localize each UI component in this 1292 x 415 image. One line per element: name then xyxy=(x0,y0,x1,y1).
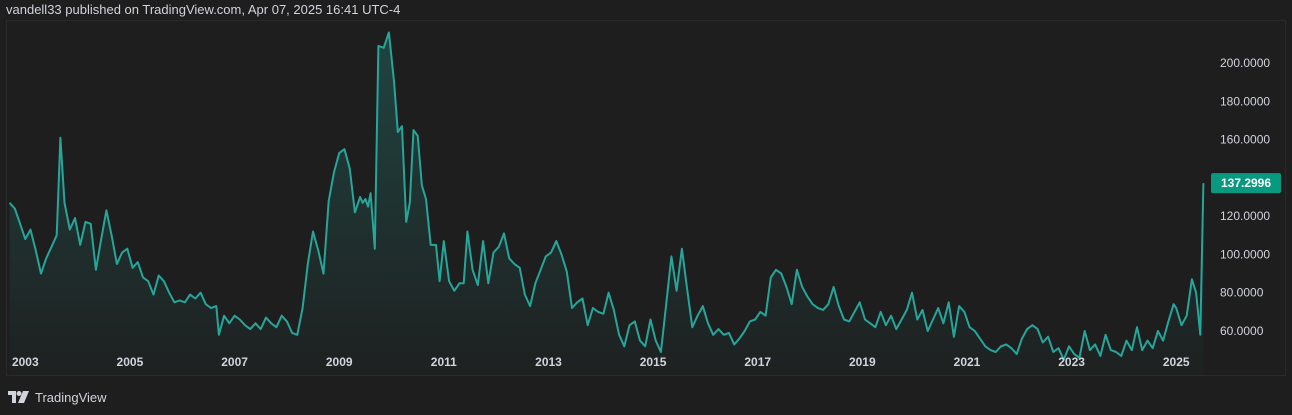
tradingview-logo-icon xyxy=(8,391,29,403)
y-tick-label: 200.0000 xyxy=(1220,56,1270,70)
footer-brand: TradingView xyxy=(35,389,107,405)
x-tick-label: 2019 xyxy=(849,355,876,369)
price-chart[interactable]: 60.000080.0000100.0000120.0000140.000016… xyxy=(7,21,1285,375)
publisher-caption: vandell33 published on TradingView.com, … xyxy=(6,2,401,17)
y-tick-label: 80.0000 xyxy=(1220,286,1264,300)
x-tick-label: 2023 xyxy=(1058,355,1085,369)
x-tick-label: 2015 xyxy=(640,355,667,369)
series-line xyxy=(8,31,1205,361)
chart-panel[interactable]: 60.000080.0000100.0000120.0000140.000016… xyxy=(6,20,1286,376)
series-area-fill xyxy=(9,32,1204,375)
y-tick-label: 120.0000 xyxy=(1220,209,1270,223)
y-tick-label: 160.0000 xyxy=(1220,133,1270,147)
x-tick-label: 2021 xyxy=(954,355,981,369)
time-axis[interactable]: 2003 2005 2007 2009 2011 2013 2015 2017 2019 2021… xyxy=(12,355,1190,369)
plot-area xyxy=(8,31,1205,375)
last-price-label: 137.2996 xyxy=(1221,176,1271,190)
x-tick-label: 2025 xyxy=(1163,355,1190,369)
x-tick-label: 2017 xyxy=(744,355,771,369)
footer: TradingView xyxy=(8,388,107,406)
last-price-badge-bg xyxy=(1211,173,1281,194)
x-tick-label: 2009 xyxy=(326,355,353,369)
last-price-badge: 137.2996 xyxy=(1211,173,1281,194)
y-tick-label: 180.0000 xyxy=(1220,94,1270,108)
x-tick-label: 2005 xyxy=(117,355,144,369)
y-tick-label: 100.0000 xyxy=(1220,247,1270,261)
y-tick-label: 60.0000 xyxy=(1220,324,1264,338)
x-tick-label: 2003 xyxy=(12,355,39,369)
x-tick-label: 2007 xyxy=(221,355,248,369)
x-tick-label: 2011 xyxy=(431,355,457,369)
x-tick-label: 2013 xyxy=(535,355,562,369)
price-axis[interactable]: 60.000080.0000100.0000120.0000140.000016… xyxy=(1220,56,1270,338)
